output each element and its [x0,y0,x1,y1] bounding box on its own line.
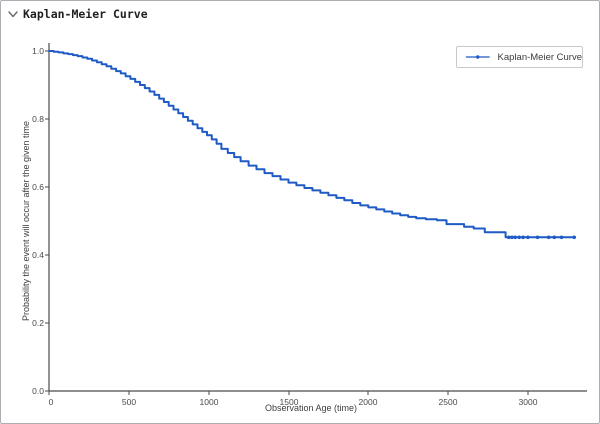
x-tick-label: 1000 [199,397,219,407]
y-tick-label: 0.4 [32,250,44,260]
y-tick-label: 0.8 [32,114,44,124]
x-tick-label: 0 [48,397,54,407]
x-tick-label: 3000 [518,397,538,407]
x-tick-label: 1500 [279,397,299,407]
legend-line-sample [465,55,490,59]
x-tick-label: 2000 [358,397,378,407]
section-title: Kaplan-Meier Curve [23,7,148,21]
y-tick-label: 0.2 [32,318,44,328]
x-tick-label: 500 [121,397,137,407]
x-axis-title: Observation Age (time) [264,403,358,413]
y-tick-label: 0.0 [32,386,44,396]
section-header[interactable]: Kaplan-Meier Curve [7,7,148,21]
x-tick-label: 2500 [438,397,458,407]
chevron-down-icon[interactable] [7,8,19,20]
legend-label: Kaplan-Meier Curve [497,51,582,63]
y-axis-title: Probability the event will occur after t… [21,120,31,322]
y-tick-label: 0.6 [32,182,44,192]
x-tick-marks [48,391,529,395]
legend: Kaplan-Meier Curve [456,46,583,68]
km-curve [48,50,576,240]
y-tick-label: 1.0 [32,46,44,56]
